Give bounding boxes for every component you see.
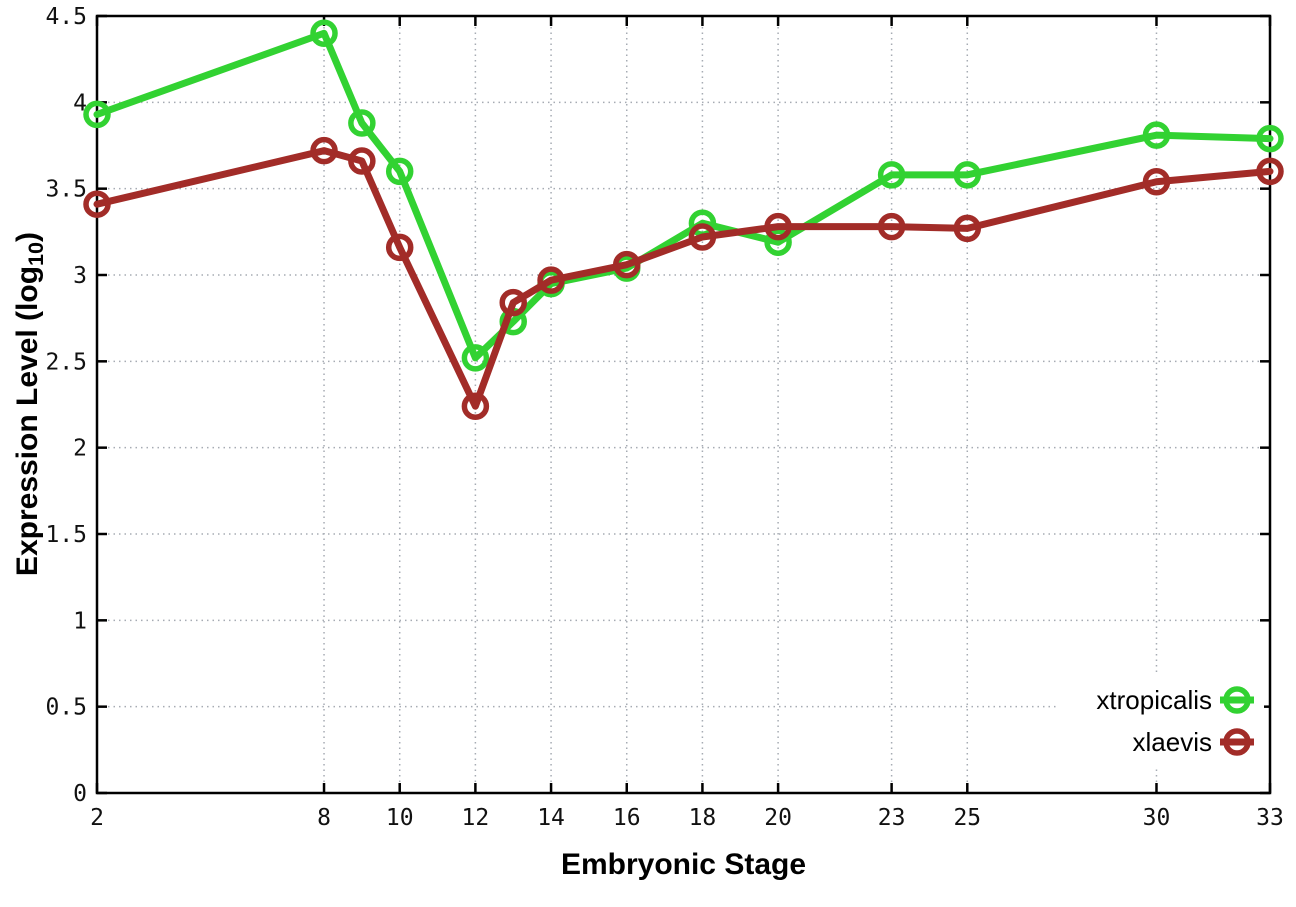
y-axis-title-suffix: ) bbox=[10, 231, 44, 242]
x-tick-label: 16 bbox=[613, 805, 641, 831]
y-tick-label: 2.5 bbox=[45, 349, 87, 375]
legend-label-xlaevis: xlaevis bbox=[1133, 727, 1212, 757]
x-axis-title: Embryonic Stage bbox=[560, 848, 807, 881]
data-point-xlaevis bbox=[348, 147, 376, 175]
x-tick-label: 18 bbox=[689, 805, 717, 831]
y-tick-label: 1.5 bbox=[45, 522, 87, 548]
legend-marker-xtropicalis bbox=[1223, 686, 1251, 714]
data-point-xtropicalis bbox=[385, 157, 414, 186]
plot-border bbox=[95, 14, 1272, 795]
y-tick-label: 3.5 bbox=[45, 177, 87, 203]
data-point-xlaevis bbox=[953, 214, 982, 243]
data-point-xlaevis bbox=[1256, 157, 1284, 186]
y-axis-title: Expression Level (log10) bbox=[11, 232, 49, 576]
data-point-xlaevis bbox=[764, 212, 792, 241]
x-tick-label: 14 bbox=[537, 805, 565, 831]
legend-label-xtropicalis: xtropicalis bbox=[1096, 685, 1212, 715]
x-tick-label: 30 bbox=[1143, 805, 1171, 831]
data-point-xtropicalis bbox=[348, 109, 376, 137]
x-tick-label: 20 bbox=[764, 805, 792, 831]
y-tick-label: 3 bbox=[73, 263, 87, 289]
data-point-xtropicalis bbox=[461, 344, 490, 372]
data-point-xlaevis bbox=[688, 223, 717, 251]
data-point-xlaevis bbox=[1142, 168, 1171, 196]
legend-marker-xlaevis bbox=[1223, 728, 1251, 756]
data-point-xlaevis bbox=[83, 190, 111, 218]
y-tick-label: 0 bbox=[73, 781, 87, 807]
data-point-xlaevis bbox=[877, 212, 906, 241]
y-axis-title-subscript: 10 bbox=[23, 241, 49, 266]
x-tick-label: 8 bbox=[317, 805, 331, 831]
data-point-xtropicalis bbox=[83, 100, 111, 129]
data-point-xtropicalis bbox=[953, 161, 982, 189]
x-tick-label: 33 bbox=[1256, 805, 1284, 831]
series-line-xlaevis bbox=[93, 147, 1274, 410]
data-point-xlaevis bbox=[537, 266, 565, 294]
x-tick-label: 23 bbox=[878, 805, 906, 831]
y-tick-label: 1 bbox=[73, 608, 87, 634]
data-point-xtropicalis bbox=[1142, 121, 1171, 149]
x-tick-label: 10 bbox=[386, 805, 414, 831]
y-tick-label: 4.5 bbox=[45, 4, 87, 30]
data-point-xlaevis bbox=[310, 136, 338, 165]
data-point-xlaevis bbox=[385, 233, 414, 262]
x-tick-label: 25 bbox=[953, 805, 981, 831]
data-point-xlaevis bbox=[461, 392, 490, 420]
y-tick-label: 2 bbox=[73, 436, 87, 462]
x-tick-label: 2 bbox=[90, 805, 104, 831]
data-point-xlaevis bbox=[499, 288, 527, 317]
data-point-xtropicalis bbox=[1256, 124, 1284, 153]
data-point-xtropicalis bbox=[877, 161, 906, 189]
data-point-xlaevis bbox=[612, 250, 641, 279]
y-axis-title-text: Expression Level (log bbox=[10, 265, 44, 577]
data-point-xtropicalis bbox=[310, 19, 338, 48]
y-tick-label: 4 bbox=[73, 90, 87, 116]
x-tick-label: 12 bbox=[462, 805, 490, 831]
data-point-xtropicalis bbox=[764, 228, 792, 256]
y-tick-label: 0.5 bbox=[45, 695, 87, 721]
